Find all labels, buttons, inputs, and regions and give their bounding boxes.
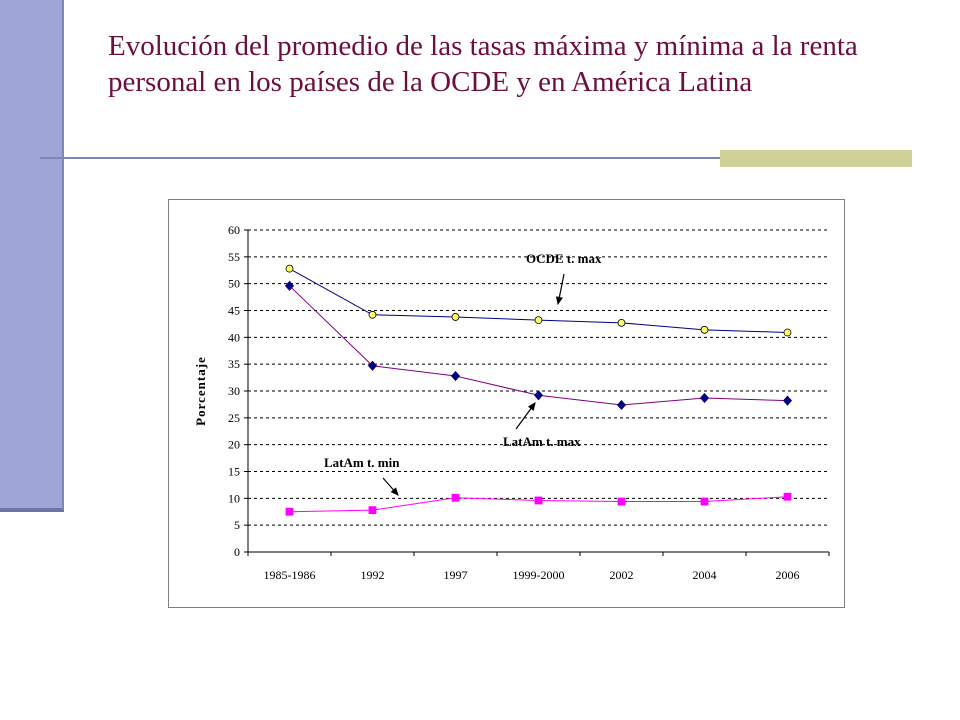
- y-tick-label: 50: [228, 277, 240, 291]
- ocde-max-point: [368, 310, 377, 319]
- latam-min-point: [285, 507, 294, 516]
- x-tick-label: 1999-2000: [513, 568, 565, 582]
- latam-min-point: [451, 493, 460, 502]
- ocde-max-point: [783, 328, 792, 337]
- latam-max-point: [367, 360, 378, 371]
- latam-max-point: [450, 370, 461, 382]
- x-tick-label: 2002: [610, 568, 634, 582]
- chart-frame: 0 5 10 15 20 25 30 35 40 45 50 55 60 1985-1986 1992 199…: [168, 199, 845, 608]
- ocde-max-point: [534, 316, 543, 325]
- y-axis-label: Porcentaje: [193, 356, 208, 426]
- y-tick-label: 0: [234, 545, 240, 559]
- ocde-max-point: [700, 325, 709, 334]
- latam-min-point: [534, 496, 543, 505]
- y-tick-label: 40: [228, 330, 240, 344]
- latam-min-point: [617, 497, 626, 506]
- y-tick-label: 25: [228, 411, 240, 425]
- ocde-max-annotation: OCDE t. max: [526, 251, 602, 266]
- latam-min-annotation: LatAm t. min: [324, 455, 400, 470]
- latam-min-point: [783, 492, 792, 501]
- x-tick-label: 1985-1986: [264, 568, 316, 582]
- y-tick-label: 35: [228, 357, 240, 371]
- x-tick-label: 1992: [361, 568, 385, 582]
- line-chart: 0 5 10 15 20 25 30 35 40 45 50 55 60 1985-1986 1992 199…: [193, 223, 830, 582]
- x-tick-label: 2004: [693, 568, 717, 582]
- latam-max-point: [699, 392, 710, 404]
- ocde-max-point: [451, 313, 460, 321]
- latam-max-annotation: LatAm t. max: [503, 434, 581, 449]
- y-tick-label: 55: [228, 250, 240, 264]
- ocde-max-point: [617, 318, 626, 327]
- latam-min-point: [700, 497, 709, 506]
- x-tick-label: 2006: [776, 568, 800, 582]
- latam-max-point: [284, 280, 295, 291]
- y-tick-label: 15: [228, 465, 240, 479]
- y-tick-label: 10: [228, 491, 240, 505]
- latam-min-point: [368, 506, 377, 515]
- y-tick-label: 60: [228, 223, 240, 237]
- latam-max-annotation-arrow: [515, 402, 536, 430]
- latam-max-series-line: [289, 285, 788, 406]
- side-accent-bar: [0, 0, 64, 512]
- y-tick-label: 5: [234, 518, 240, 532]
- y-tick-label: 30: [228, 384, 240, 398]
- ocde-max-point: [285, 264, 294, 273]
- title-divider-line: [40, 157, 912, 159]
- y-tick-label: 20: [228, 438, 240, 452]
- latam-max-point: [616, 399, 627, 411]
- latam-min-annotation-arrow: [382, 477, 399, 496]
- latam-max-point: [782, 395, 793, 406]
- ocde-max-annotation-arrow: [555, 273, 565, 306]
- x-tick-label: 1997: [444, 568, 468, 582]
- slide-title: Evolución del promedio de las tasas máxi…: [108, 30, 858, 99]
- title-divider-block: [720, 150, 912, 167]
- latam-max-point: [533, 390, 544, 401]
- y-tick-label: 45: [228, 304, 240, 318]
